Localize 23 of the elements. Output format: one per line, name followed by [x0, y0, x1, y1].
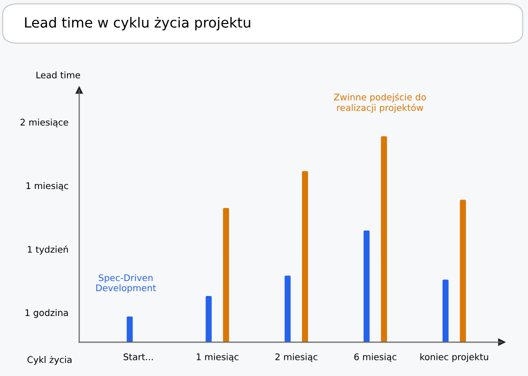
text: Spec-Driven Development: [96, 274, 156, 294]
text: 1 tydzień: [28, 245, 68, 255]
text: 2 miesiące: [20, 118, 68, 128]
bar: [223, 208, 230, 342]
text: Lead time: [36, 71, 80, 78]
bar: [364, 230, 370, 342]
bar: [302, 171, 308, 342]
text: Zwinne podejście do realizacji projektów: [334, 93, 426, 113]
x-tick-label: 6 miesiąc: [354, 353, 396, 362]
x-tick-label: 2 miesiąc: [275, 353, 318, 362]
bar: [380, 136, 387, 342]
chart-title: Lead time w cyklu życia projektu: [25, 16, 250, 30]
x-tick-label: Start...: [124, 353, 153, 360]
bar: [284, 276, 291, 342]
bar: [460, 200, 466, 342]
x-tick-label: 1 miesiąc: [196, 353, 238, 362]
text: 1 godzina: [26, 309, 68, 318]
bar: [206, 296, 212, 342]
text: 1 miesiąc: [26, 182, 68, 191]
x-axis-title: Cykl życia: [27, 356, 72, 365]
bar: [442, 280, 449, 342]
bar: [126, 316, 133, 342]
x-tick-label: koniec projektu: [420, 353, 488, 362]
